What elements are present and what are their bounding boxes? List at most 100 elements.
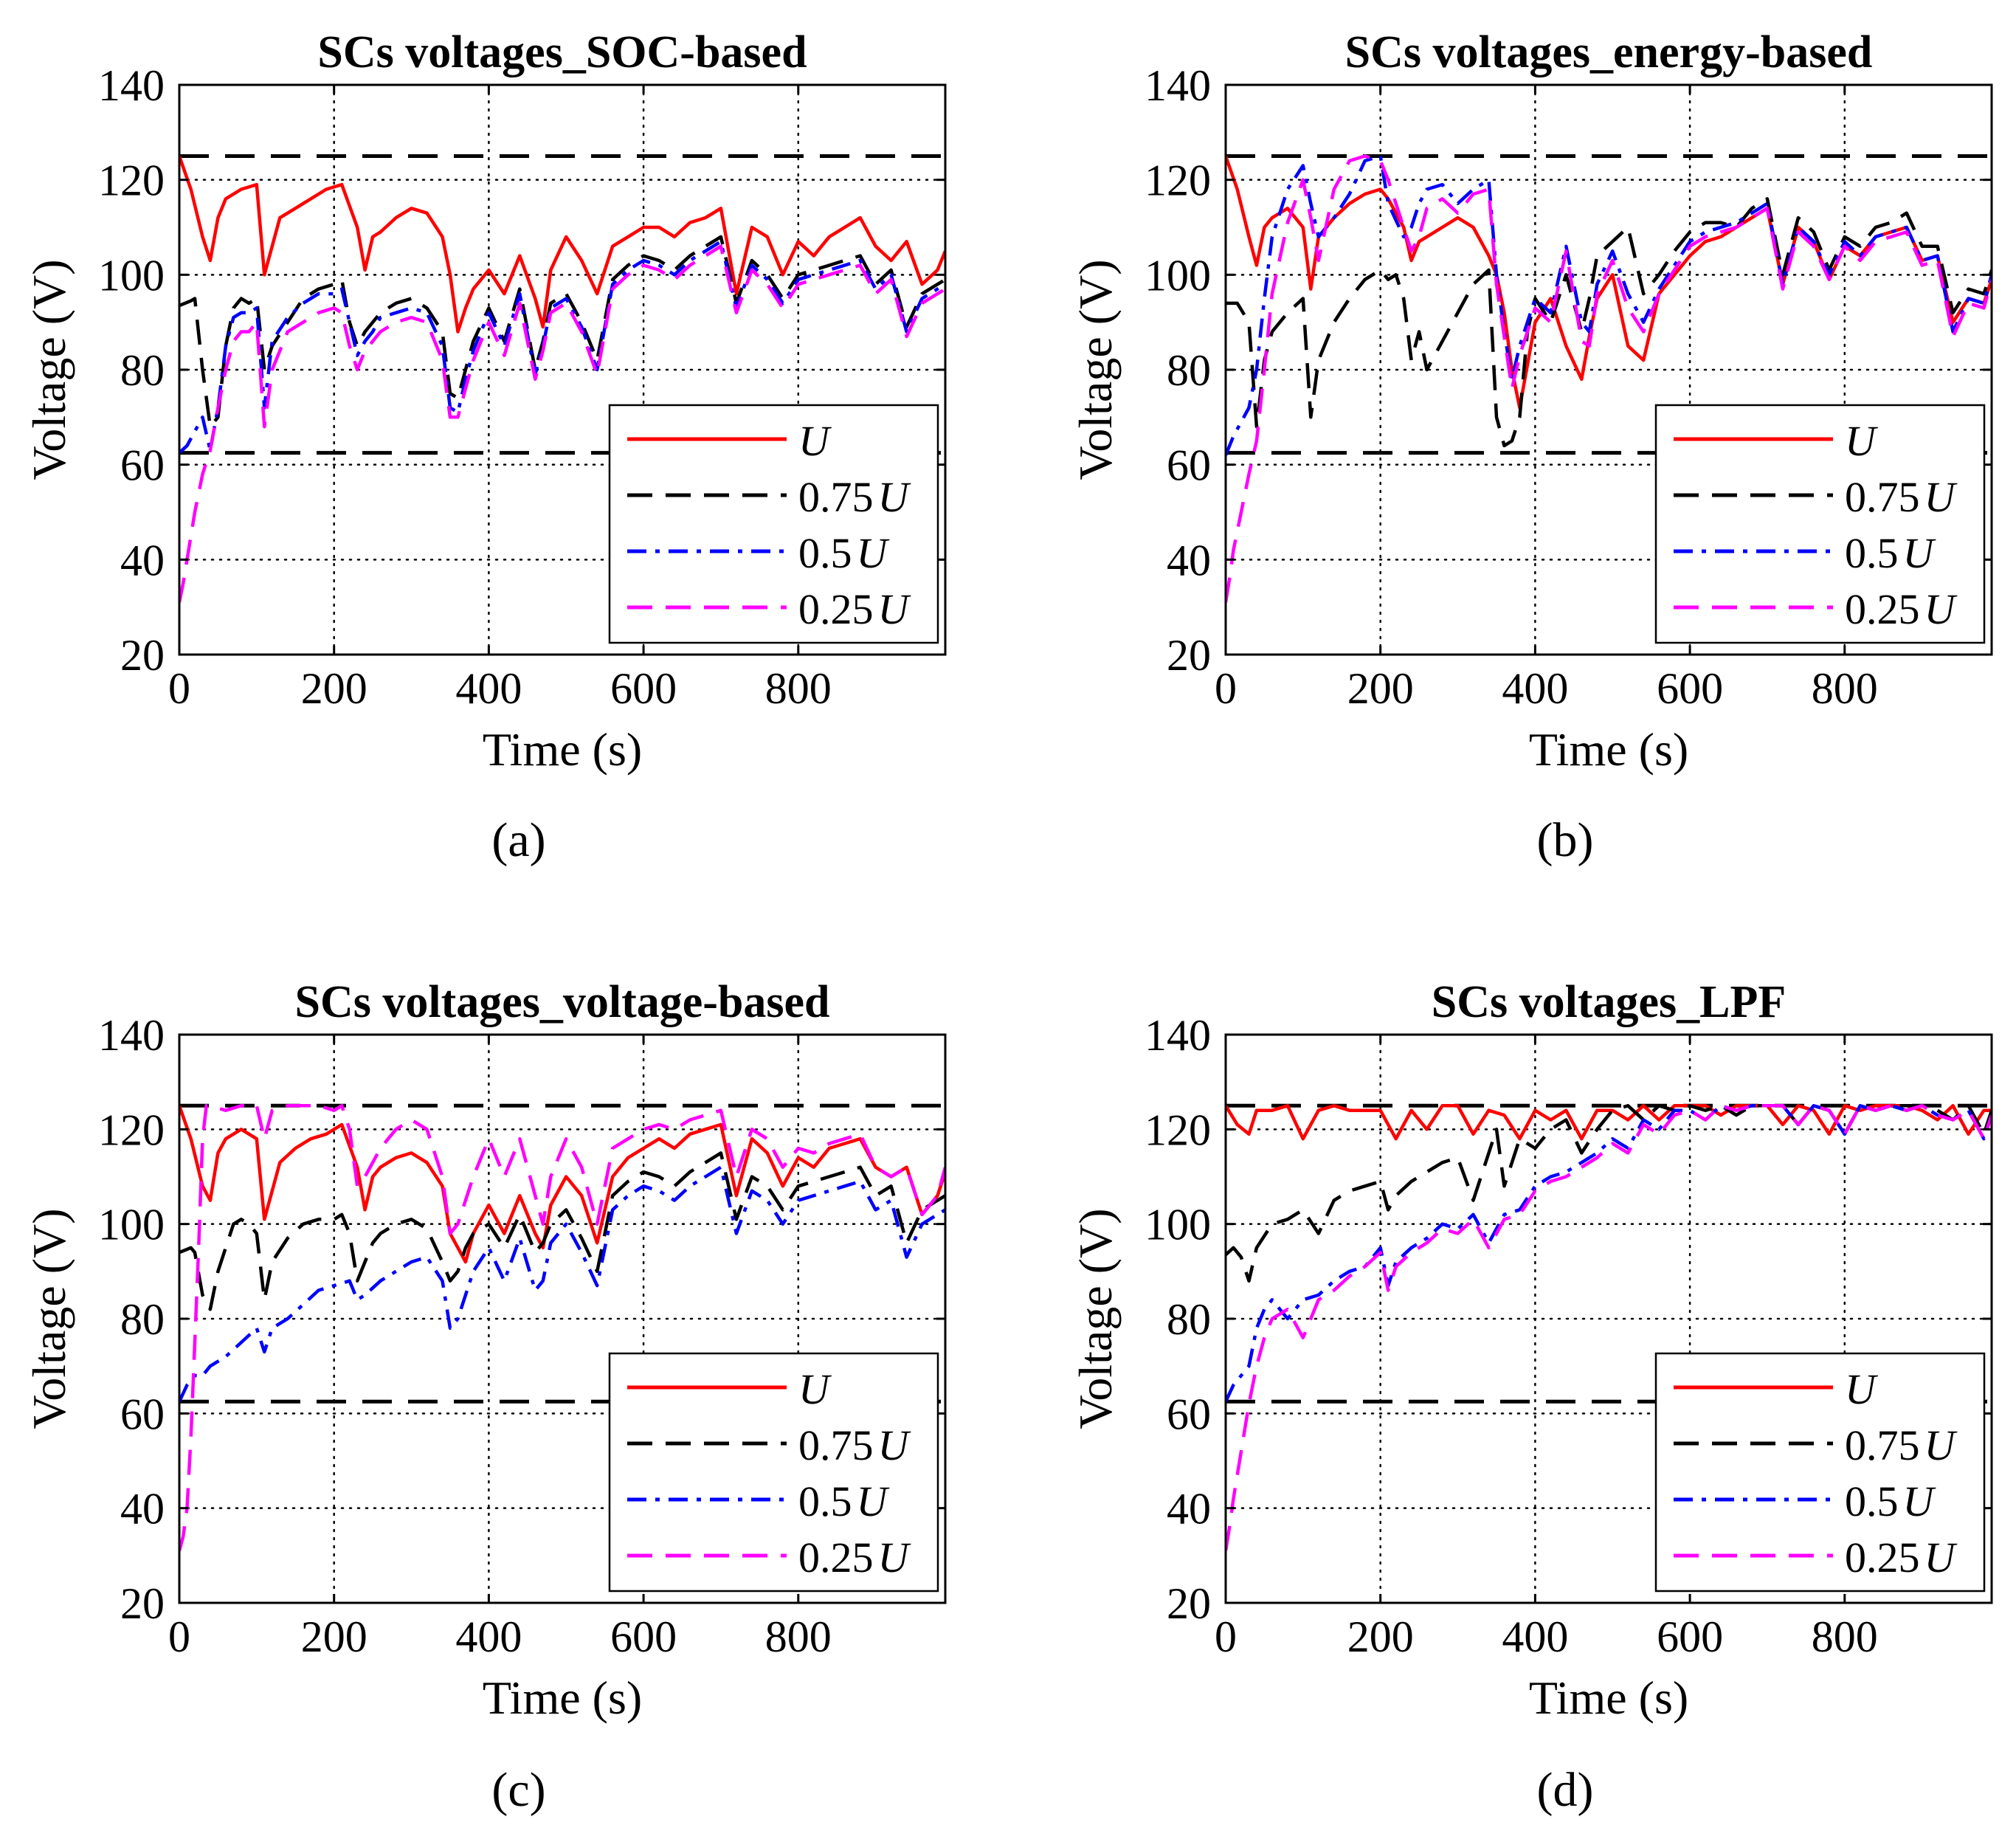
x-tick-label: 600 bbox=[610, 664, 677, 713]
legend-box bbox=[1654, 404, 1986, 644]
y-tick-label: 60 bbox=[120, 441, 165, 490]
legend-label-var: U bbox=[878, 473, 912, 521]
y-tick-label: 140 bbox=[1145, 1011, 1211, 1060]
legend-label-var: U bbox=[878, 1421, 912, 1469]
legend-label-prefix: 0.75 bbox=[1845, 1421, 1920, 1469]
y-tick-label: 120 bbox=[1145, 156, 1211, 205]
y-tick-label: 60 bbox=[120, 1390, 165, 1438]
y-tick-label: 120 bbox=[98, 156, 165, 205]
legend: U0.75 U0.5 U0.25 U bbox=[1654, 1352, 1986, 1593]
y-tick-label: 140 bbox=[1145, 61, 1211, 110]
legend-label-var: U bbox=[1924, 473, 1958, 521]
x-tick-label: 600 bbox=[1657, 664, 1723, 713]
legend-label-var: U bbox=[1845, 1365, 1879, 1413]
y-tick-label: 140 bbox=[98, 61, 165, 110]
legend-label-0.25U: 0.25 U bbox=[1845, 585, 1958, 633]
chart-panel-1: 0 200 400 600 800 20 40 60 80 100 120 140 SCs voltag… bbox=[1069, 27, 1993, 867]
y-tick-label: 20 bbox=[1167, 1579, 1211, 1628]
legend-box bbox=[608, 404, 939, 644]
x-tick-label: 0 bbox=[1215, 664, 1237, 713]
y-tick-label: 80 bbox=[1167, 346, 1211, 395]
legend-label-0.5U: 0.5 U bbox=[1845, 529, 1937, 577]
y-tick-label: 20 bbox=[120, 631, 165, 680]
x-tick-label: 200 bbox=[301, 664, 367, 713]
x-tick-label: 400 bbox=[1502, 664, 1568, 713]
legend-label-prefix: 0.75 bbox=[1845, 473, 1920, 521]
legend-label-prefix: 0.25 bbox=[1845, 1533, 1920, 1581]
x-tick-label: 600 bbox=[610, 1612, 677, 1661]
x-tick-label: 200 bbox=[1347, 664, 1414, 713]
x-tick-label: 800 bbox=[765, 664, 832, 713]
y-tick-label: 40 bbox=[120, 1485, 165, 1533]
legend-label-U: U bbox=[1845, 417, 1879, 465]
legend-label-U: U bbox=[798, 1365, 832, 1413]
y-tick-label: 80 bbox=[120, 1295, 165, 1344]
legend-label-prefix: 0.5 bbox=[798, 1477, 852, 1525]
legend-label-var: U bbox=[857, 529, 891, 577]
series-line-0.75U bbox=[1226, 1104, 1992, 1283]
series-line-0.25U bbox=[179, 1104, 945, 1551]
series-line-0.75U bbox=[1226, 197, 1992, 448]
x-tick-label: 800 bbox=[765, 1612, 832, 1661]
legend-label-prefix: 0.75 bbox=[798, 1421, 874, 1469]
y-tick-label: 40 bbox=[1167, 536, 1211, 584]
legend-label-var: U bbox=[1924, 585, 1958, 633]
legend-label-prefix: 0.75 bbox=[798, 473, 874, 521]
legend: U0.75 U0.5 U0.25 U bbox=[608, 404, 939, 644]
series-group bbox=[179, 1104, 945, 1551]
panel-label: (a) bbox=[491, 813, 545, 867]
x-axis-label: Time (s) bbox=[483, 723, 642, 776]
legend-box bbox=[1654, 1352, 1986, 1593]
legend-label-prefix: 0.5 bbox=[1845, 1477, 1899, 1525]
legend-label-var: U bbox=[878, 585, 912, 633]
x-axis-label: Time (s) bbox=[1529, 1671, 1688, 1724]
legend-label-prefix: 0.25 bbox=[1845, 585, 1920, 633]
panel-label: (d) bbox=[1537, 1763, 1594, 1817]
series-group bbox=[179, 155, 945, 603]
y-tick-label: 80 bbox=[1167, 1295, 1211, 1344]
series-line-0.5U bbox=[1226, 154, 1992, 456]
y-tick-label: 60 bbox=[1167, 1390, 1211, 1438]
y-tick-label: 20 bbox=[120, 1579, 165, 1628]
chart-panel-0: 0 200 400 600 800 20 40 60 80 100 120 140 SCs voltag… bbox=[23, 27, 947, 867]
legend-label-U: U bbox=[1845, 1365, 1879, 1413]
legend-label-var: U bbox=[798, 1365, 832, 1413]
x-tick-label: 400 bbox=[455, 664, 522, 713]
y-tick-label: 100 bbox=[1145, 1201, 1211, 1249]
legend-label-0.75U: 0.75 U bbox=[1845, 1421, 1958, 1469]
x-tick-label: 800 bbox=[1812, 1612, 1878, 1661]
y-tick-label: 140 bbox=[98, 1011, 165, 1060]
legend-label-U: U bbox=[798, 417, 832, 465]
legend-label-var: U bbox=[1903, 1477, 1937, 1525]
x-axis-label: Time (s) bbox=[483, 1671, 642, 1724]
legend-label-var: U bbox=[878, 1533, 912, 1581]
x-axis-label: Time (s) bbox=[1529, 723, 1688, 776]
chart-title: SCs voltages_voltage-based bbox=[294, 977, 829, 1027]
series-line-0.25U bbox=[179, 244, 945, 603]
y-tick-label: 120 bbox=[98, 1105, 165, 1154]
x-tick-label: 400 bbox=[455, 1612, 522, 1661]
legend: U0.75 U0.5 U0.25 U bbox=[608, 1352, 939, 1593]
legend-label-0.25U: 0.25 U bbox=[798, 585, 912, 633]
y-axis-label: Voltage (V) bbox=[23, 1208, 75, 1429]
legend-label-var: U bbox=[1903, 529, 1937, 577]
y-tick-label: 20 bbox=[1167, 631, 1211, 680]
legend-label-var: U bbox=[857, 1477, 891, 1525]
chart-title: SCs voltages_LPF bbox=[1432, 977, 1787, 1027]
y-tick-label: 100 bbox=[98, 1201, 165, 1249]
y-tick-label: 100 bbox=[1145, 251, 1211, 300]
series-line-U bbox=[1226, 155, 1992, 410]
series-group bbox=[1226, 154, 1992, 603]
legend: U0.75 U0.5 U0.25 U bbox=[1654, 404, 1986, 644]
series-line-0.5U bbox=[1226, 1104, 1992, 1403]
y-tick-label: 60 bbox=[1167, 441, 1211, 490]
chart-title: SCs voltages_SOC-based bbox=[317, 27, 807, 77]
y-axis-label: Voltage (V) bbox=[23, 259, 75, 480]
series-line-0.75U bbox=[179, 235, 945, 429]
x-tick-label: 400 bbox=[1502, 1612, 1568, 1661]
x-tick-label: 0 bbox=[168, 1612, 190, 1661]
legend-label-prefix: 0.25 bbox=[798, 585, 874, 633]
series-group bbox=[1226, 1104, 1992, 1551]
series-line-0.5U bbox=[179, 240, 945, 455]
x-tick-label: 200 bbox=[1347, 1612, 1414, 1661]
